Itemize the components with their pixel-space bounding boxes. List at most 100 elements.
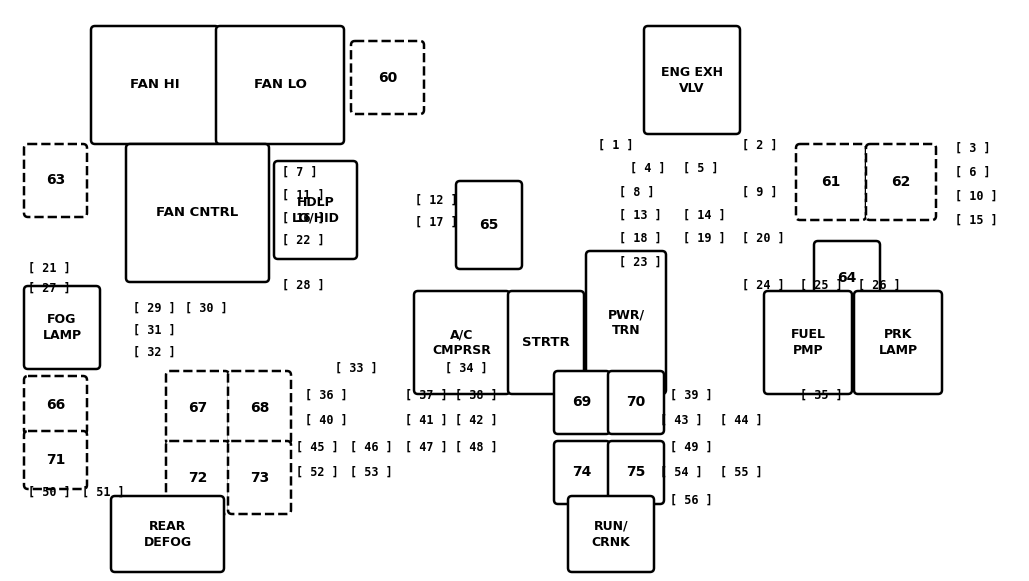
FancyBboxPatch shape xyxy=(854,291,942,394)
Text: [ 5 ]: [ 5 ] xyxy=(683,162,718,174)
Text: [ 15 ]: [ 15 ] xyxy=(955,213,998,227)
Text: [ 28 ]: [ 28 ] xyxy=(282,278,325,292)
Text: [ 32 ]: [ 32 ] xyxy=(133,346,176,358)
Text: 64: 64 xyxy=(838,271,857,285)
Text: 66: 66 xyxy=(46,398,65,412)
Text: [ 25 ]: [ 25 ] xyxy=(800,278,843,292)
Text: [ 56 ]: [ 56 ] xyxy=(670,493,713,507)
Text: 69: 69 xyxy=(572,396,592,410)
Text: [ 16 ]: [ 16 ] xyxy=(282,211,325,224)
FancyBboxPatch shape xyxy=(216,26,344,144)
Text: 70: 70 xyxy=(627,396,645,410)
Text: [ 33 ]: [ 33 ] xyxy=(335,361,378,375)
Text: [ 27 ]: [ 27 ] xyxy=(28,282,71,295)
Text: 61: 61 xyxy=(821,175,841,189)
FancyBboxPatch shape xyxy=(24,286,100,369)
Text: [ 41 ]: [ 41 ] xyxy=(405,414,448,426)
Text: [ 9 ]: [ 9 ] xyxy=(742,185,778,199)
Text: [ 6 ]: [ 6 ] xyxy=(955,166,991,178)
Text: FAN CNTRL: FAN CNTRL xyxy=(156,206,239,220)
Text: [ 30 ]: [ 30 ] xyxy=(185,302,227,314)
Text: REAR
DEFOG: REAR DEFOG xyxy=(143,519,191,548)
Text: [ 55 ]: [ 55 ] xyxy=(720,465,762,479)
Text: A/C
CMPRSR: A/C CMPRSR xyxy=(432,328,492,357)
Text: [ 2 ]: [ 2 ] xyxy=(742,138,778,152)
Text: 65: 65 xyxy=(480,218,499,232)
Text: [ 34 ]: [ 34 ] xyxy=(445,361,488,375)
Text: [ 47 ]: [ 47 ] xyxy=(405,440,448,454)
FancyBboxPatch shape xyxy=(644,26,740,134)
Text: [ 44 ]: [ 44 ] xyxy=(720,414,762,426)
FancyBboxPatch shape xyxy=(351,41,424,114)
Text: 68: 68 xyxy=(250,400,270,414)
Text: [ 45 ]: [ 45 ] xyxy=(296,440,339,454)
Text: [ 11 ]: [ 11 ] xyxy=(282,188,325,202)
FancyBboxPatch shape xyxy=(414,291,510,394)
Text: [ 23 ]: [ 23 ] xyxy=(619,256,662,268)
Text: PWR/
TRN: PWR/ TRN xyxy=(607,308,644,337)
Text: [ 37 ]: [ 37 ] xyxy=(405,389,448,401)
FancyBboxPatch shape xyxy=(814,241,880,314)
Text: [ 36 ]: [ 36 ] xyxy=(305,389,348,401)
Text: 71: 71 xyxy=(46,453,65,467)
Text: 74: 74 xyxy=(572,465,592,479)
Text: [ 29 ]: [ 29 ] xyxy=(133,302,176,314)
Text: [ 7 ]: [ 7 ] xyxy=(282,166,318,178)
Text: ENG EXH
VLV: ENG EXH VLV xyxy=(661,66,723,95)
FancyBboxPatch shape xyxy=(456,181,522,269)
FancyBboxPatch shape xyxy=(24,431,87,489)
Text: [ 31 ]: [ 31 ] xyxy=(133,324,176,336)
Text: [ 38 ]: [ 38 ] xyxy=(455,389,498,401)
Text: FUEL
PMP: FUEL PMP xyxy=(790,328,825,357)
FancyBboxPatch shape xyxy=(568,496,654,572)
Text: HDLP
LO/HID: HDLP LO/HID xyxy=(291,195,340,224)
Text: [ 10 ]: [ 10 ] xyxy=(955,189,998,203)
Text: 67: 67 xyxy=(188,400,207,414)
Text: [ 40 ]: [ 40 ] xyxy=(305,414,348,426)
Text: [ 49 ]: [ 49 ] xyxy=(670,440,713,454)
Text: [ 26 ]: [ 26 ] xyxy=(858,278,900,292)
Text: [ 42 ]: [ 42 ] xyxy=(455,414,498,426)
Text: [ 22 ]: [ 22 ] xyxy=(282,234,325,246)
Text: 60: 60 xyxy=(378,70,397,84)
Text: [ 3 ]: [ 3 ] xyxy=(955,142,991,155)
Text: [ 8 ]: [ 8 ] xyxy=(619,185,654,199)
FancyBboxPatch shape xyxy=(24,376,87,434)
Text: [ 18 ]: [ 18 ] xyxy=(619,231,662,245)
FancyBboxPatch shape xyxy=(24,144,87,217)
FancyBboxPatch shape xyxy=(91,26,219,144)
Text: [ 48 ]: [ 48 ] xyxy=(455,440,498,454)
Text: [ 35 ]: [ 35 ] xyxy=(800,389,843,401)
Text: [ 43 ]: [ 43 ] xyxy=(660,414,703,426)
FancyBboxPatch shape xyxy=(608,441,664,504)
Text: [ 1 ]: [ 1 ] xyxy=(598,138,634,152)
Text: 63: 63 xyxy=(46,174,65,188)
FancyBboxPatch shape xyxy=(508,291,584,394)
FancyBboxPatch shape xyxy=(166,441,229,514)
Text: [ 54 ]: [ 54 ] xyxy=(660,465,703,479)
Text: [ 46 ]: [ 46 ] xyxy=(350,440,393,454)
Text: [ 24 ]: [ 24 ] xyxy=(742,278,785,292)
Text: PRK
LAMP: PRK LAMP xyxy=(879,328,918,357)
Text: 62: 62 xyxy=(891,175,911,189)
Text: [ 50 ]: [ 50 ] xyxy=(28,486,71,498)
FancyBboxPatch shape xyxy=(228,441,291,514)
Text: [ 52 ]: [ 52 ] xyxy=(296,465,339,479)
Text: [ 21 ]: [ 21 ] xyxy=(28,261,71,274)
FancyBboxPatch shape xyxy=(608,371,664,434)
Text: FAN LO: FAN LO xyxy=(253,78,307,91)
FancyBboxPatch shape xyxy=(126,144,269,282)
FancyBboxPatch shape xyxy=(764,291,852,394)
FancyBboxPatch shape xyxy=(796,144,866,220)
FancyBboxPatch shape xyxy=(866,144,936,220)
Text: [ 12 ]: [ 12 ] xyxy=(415,193,458,206)
Text: 73: 73 xyxy=(250,471,270,485)
Text: 75: 75 xyxy=(627,465,645,479)
Text: FAN HI: FAN HI xyxy=(131,78,180,91)
FancyBboxPatch shape xyxy=(111,496,224,572)
FancyBboxPatch shape xyxy=(166,371,229,444)
Text: [ 20 ]: [ 20 ] xyxy=(742,231,785,245)
Text: [ 19 ]: [ 19 ] xyxy=(683,231,725,245)
Text: [ 13 ]: [ 13 ] xyxy=(619,209,662,221)
FancyBboxPatch shape xyxy=(554,441,610,504)
